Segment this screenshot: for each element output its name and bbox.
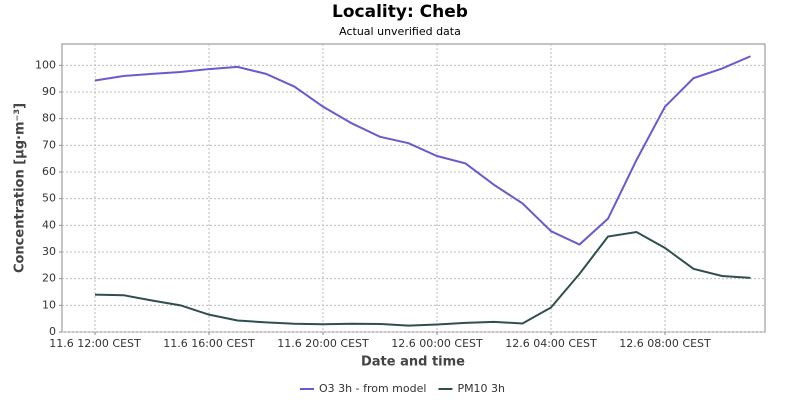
y-tick-label: 70 [42,138,56,151]
y-tick-label: 100 [35,58,56,71]
y-tick-label: 40 [42,218,56,231]
x-tick-label: 11.6 16:00 CEST [163,337,255,350]
legend-label: O3 3h - from model [319,382,426,395]
y-tick-label: 50 [42,192,56,205]
chart-title: Locality: Cheb [332,2,468,22]
series-line [94,55,751,246]
x-tick-label: 12.6 08:00 CEST [619,337,711,350]
chart-subtitle: Actual unverified data [339,25,461,38]
plot-area [61,43,766,333]
x-tick-label: 11.6 12:00 CEST [49,337,141,350]
x-axis-label: Date and time [361,355,465,370]
x-tick-label: 11.6 20:00 CEST [277,337,369,350]
y-tick-label: 10 [42,298,56,311]
y-tick-label: 0 [49,325,56,338]
y-tick-label: 20 [42,272,56,285]
y-tick-label: 80 [42,112,56,125]
x-tick-label: 12.6 00:00 CEST [391,337,483,350]
x-tick-label: 12.6 04:00 CEST [505,337,597,350]
y-tick-label: 90 [42,85,56,98]
y-tick-label: 60 [42,165,56,178]
y-tick-label: 30 [42,245,56,258]
series-line [94,230,751,327]
y-axis-label: Concentration [µg·m⁻³] [13,103,28,273]
legend-label: PM10 3h [457,382,505,395]
